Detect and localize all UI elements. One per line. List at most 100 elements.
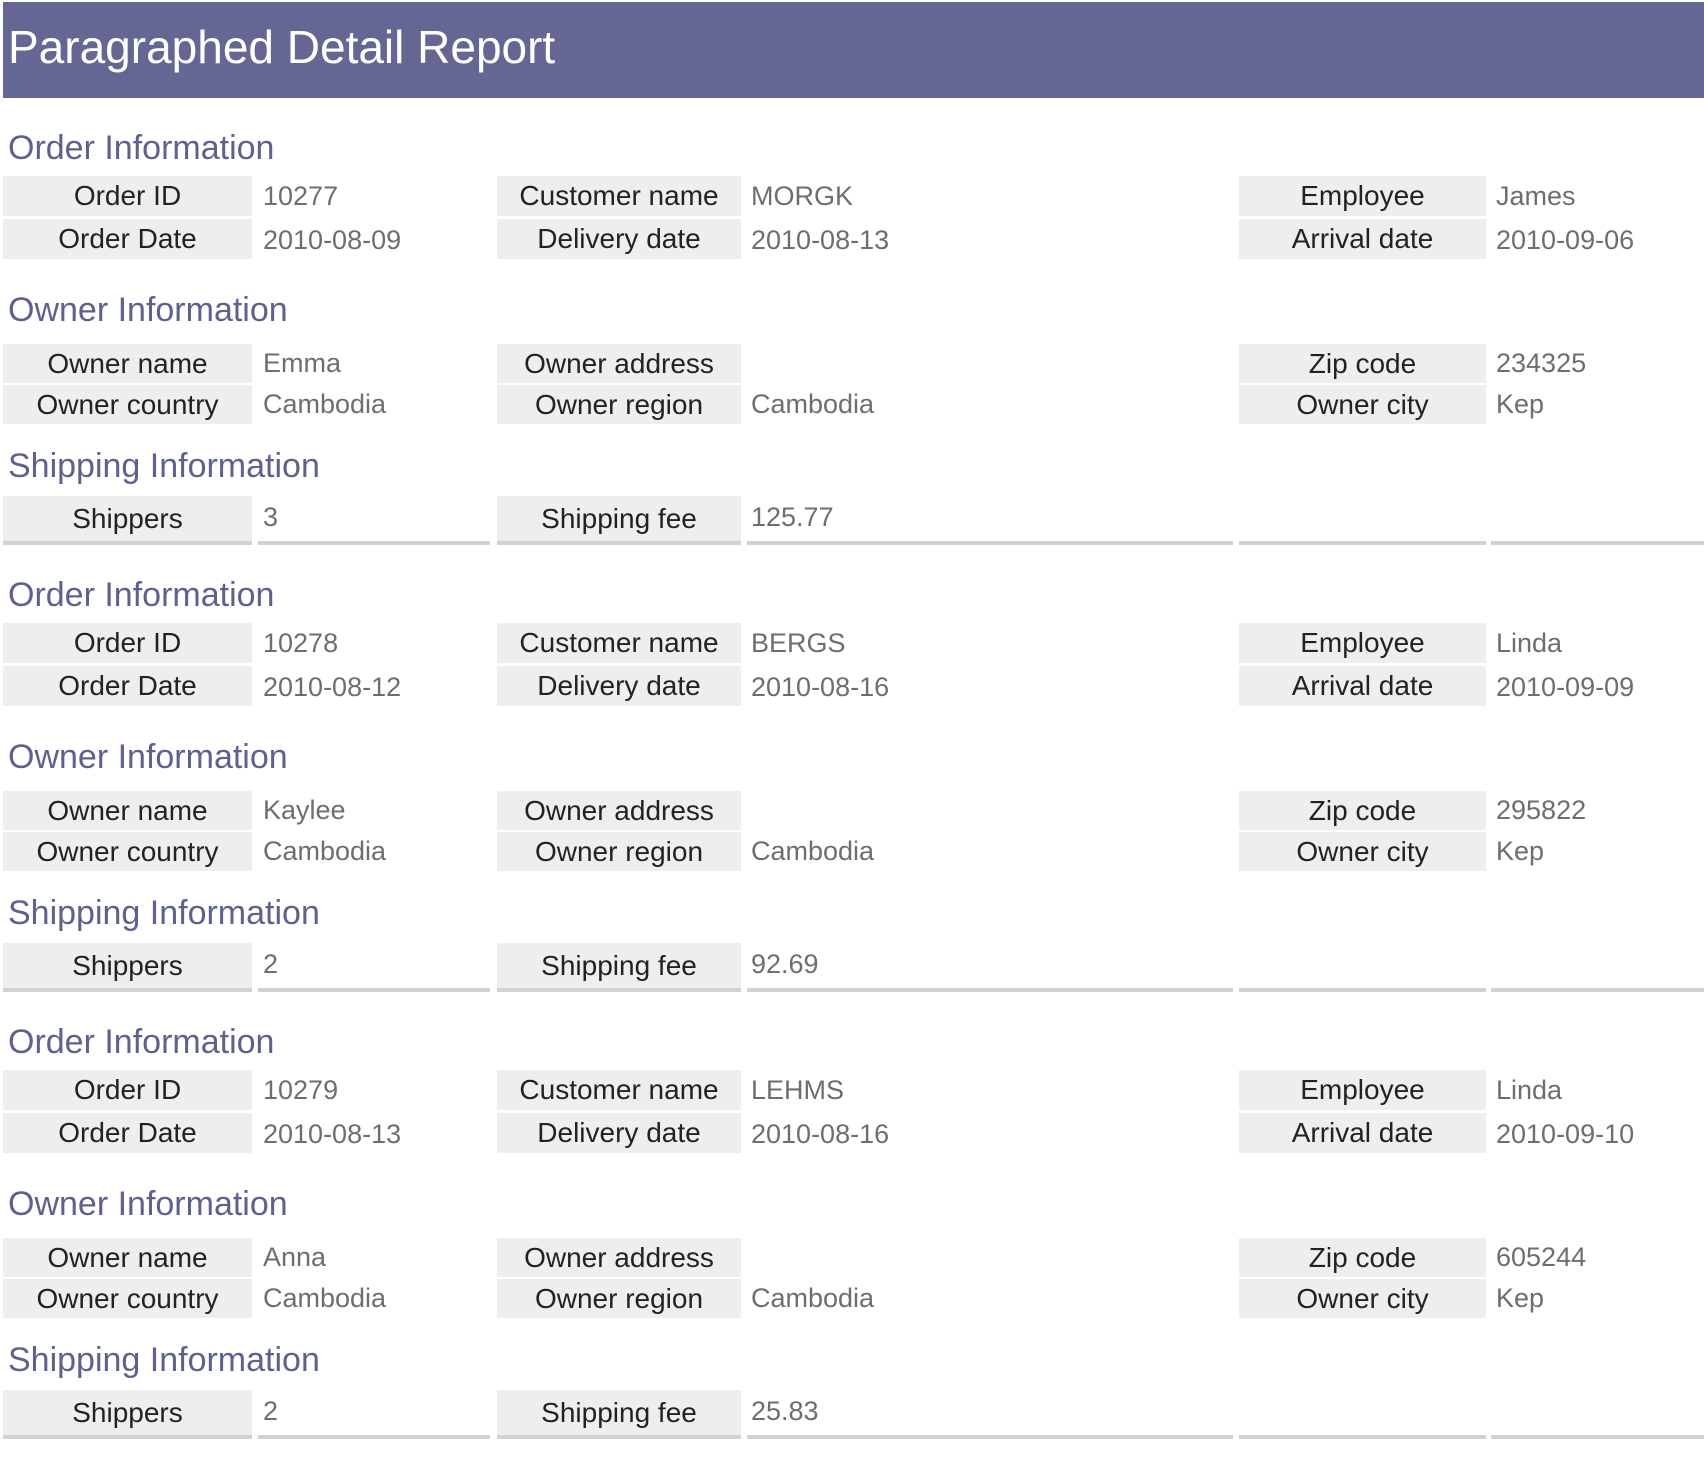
owner-name-label: Owner name — [3, 791, 252, 830]
shippers-value: 2 — [263, 1396, 279, 1426]
order-id-value: 10277 — [263, 181, 339, 211]
owner-region-value: Cambodia — [751, 389, 875, 419]
employee-label: Employee — [1239, 623, 1486, 663]
delivery-date-value: 2010-08-13 — [751, 225, 890, 255]
customer-name-label: Customer name — [497, 176, 741, 216]
owner-city-label: Owner city — [1239, 832, 1486, 871]
row-underline — [258, 541, 490, 545]
customer-name-value: MORGK — [751, 181, 854, 211]
owner-country-label: Owner country — [3, 832, 252, 871]
arrival-date-label: Arrival date — [1239, 666, 1486, 706]
shippers-value: 3 — [263, 502, 279, 532]
employee-value: James — [1496, 181, 1576, 211]
shippers-label: Shippers — [3, 943, 252, 988]
owner-region-label: Owner region — [497, 1279, 741, 1318]
order-id-value: 10278 — [263, 628, 339, 658]
shipping-fee-value: 92.69 — [751, 949, 819, 979]
owner-country-label: Owner country — [3, 1279, 252, 1318]
owner-region-label: Owner region — [497, 832, 741, 871]
employee-label: Employee — [1239, 1070, 1486, 1110]
owner-city-value: Kep — [1496, 836, 1545, 866]
record-block: Order Information Order ID Order Date Custo… — [0, 1012, 1704, 1459]
delivery-date-label: Delivery date — [497, 219, 741, 259]
owner-name-value: Anna — [263, 1242, 327, 1272]
row-underline — [1491, 541, 1704, 545]
delivery-date-value: 2010-08-16 — [751, 1119, 890, 1149]
owner-country-value: Cambodia — [263, 836, 387, 866]
row-underline — [258, 988, 490, 992]
arrival-date-value: 2010-09-09 — [1496, 672, 1635, 702]
row-underline — [3, 1435, 252, 1439]
order-date-value: 2010-08-09 — [263, 225, 402, 255]
owner-city-value: Kep — [1496, 389, 1545, 419]
order-date-value: 2010-08-13 — [263, 1119, 402, 1149]
owner-region-value: Cambodia — [751, 836, 875, 866]
row-underline — [497, 1435, 741, 1439]
owner-address-label: Owner address — [497, 791, 741, 830]
shipping-section-title: Shipping Information — [8, 894, 320, 932]
order-section-title: Order Information — [8, 1023, 275, 1061]
zip-code-value: 234325 — [1496, 348, 1587, 378]
order-id-label: Order ID — [3, 1070, 252, 1110]
order-section-title: Order Information — [8, 129, 275, 167]
shippers-label: Shippers — [3, 1390, 252, 1435]
row-underline — [497, 988, 741, 992]
row-underline — [3, 988, 252, 992]
owner-city-label: Owner city — [1239, 385, 1486, 424]
row-underline — [747, 988, 1233, 992]
report-header: Paragraphed Detail Report — [3, 2, 1704, 98]
owner-country-value: Cambodia — [263, 389, 387, 419]
employee-label: Employee — [1239, 176, 1486, 216]
order-id-label: Order ID — [3, 176, 252, 216]
owner-region-label: Owner region — [497, 385, 741, 424]
shippers-value: 2 — [263, 949, 279, 979]
owner-section-title: Owner Information — [8, 1185, 288, 1223]
delivery-date-label: Delivery date — [497, 666, 741, 706]
owner-name-value: Kaylee — [263, 795, 346, 825]
order-id-value: 10279 — [263, 1075, 339, 1105]
zip-code-value: 295822 — [1496, 795, 1587, 825]
zip-code-label: Zip code — [1239, 791, 1486, 830]
shipping-section-title: Shipping Information — [8, 447, 320, 485]
customer-name-label: Customer name — [497, 623, 741, 663]
arrival-date-value: 2010-09-10 — [1496, 1119, 1635, 1149]
shippers-label: Shippers — [3, 496, 252, 541]
owner-country-value: Cambodia — [263, 1283, 387, 1313]
owner-name-value: Emma — [263, 348, 342, 378]
arrival-date-label: Arrival date — [1239, 1113, 1486, 1153]
shipping-section-title: Shipping Information — [8, 1341, 320, 1379]
row-underline — [1491, 1435, 1704, 1439]
record-block: Order Information Order ID Order Date Custo… — [0, 118, 1704, 565]
zip-code-value: 605244 — [1496, 1242, 1587, 1272]
row-underline — [497, 541, 741, 545]
owner-address-label: Owner address — [497, 344, 741, 383]
shipping-fee-label: Shipping fee — [497, 1390, 741, 1435]
owner-name-label: Owner name — [3, 1238, 252, 1277]
row-underline — [747, 1435, 1233, 1439]
shipping-fee-label: Shipping fee — [497, 496, 741, 541]
customer-name-label: Customer name — [497, 1070, 741, 1110]
delivery-date-label: Delivery date — [497, 1113, 741, 1153]
report-title: Paragraphed Detail Report — [8, 21, 556, 73]
owner-country-label: Owner country — [3, 385, 252, 424]
row-underline — [1239, 988, 1486, 992]
customer-name-value: BERGS — [751, 628, 846, 658]
owner-name-label: Owner name — [3, 344, 252, 383]
row-underline — [258, 1435, 490, 1439]
owner-city-value: Kep — [1496, 1283, 1545, 1313]
record-block: Order Information Order ID Order Date Custo… — [0, 565, 1704, 1012]
row-underline — [3, 541, 252, 545]
employee-value: Linda — [1496, 1075, 1563, 1105]
order-id-label: Order ID — [3, 623, 252, 663]
employee-value: Linda — [1496, 628, 1563, 658]
order-date-label: Order Date — [3, 219, 252, 259]
arrival-date-label: Arrival date — [1239, 219, 1486, 259]
zip-code-label: Zip code — [1239, 344, 1486, 383]
owner-city-label: Owner city — [1239, 1279, 1486, 1318]
shipping-fee-value: 25.83 — [751, 1396, 819, 1426]
row-underline — [747, 541, 1233, 545]
shipping-fee-value: 125.77 — [751, 502, 834, 532]
order-date-label: Order Date — [3, 666, 252, 706]
arrival-date-value: 2010-09-06 — [1496, 225, 1635, 255]
owner-section-title: Owner Information — [8, 291, 288, 329]
